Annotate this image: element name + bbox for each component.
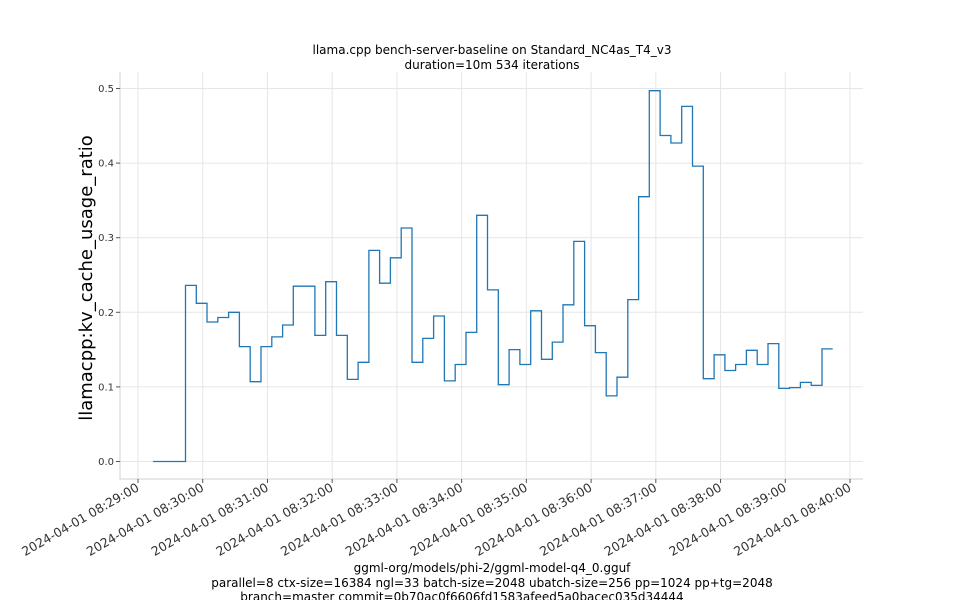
x-tick-label: 2024-04-01 08:31:00	[148, 480, 271, 559]
y-axis: 0.0 0.1 0.2 0.3 0.4 0.5	[98, 84, 120, 468]
x-tick-label: 2024-04-01 08:30:00	[84, 480, 207, 559]
x-tick-label: 2024-04-01 08:34:00	[343, 480, 466, 559]
x-tick-label: 2024-04-01 08:36:00	[472, 480, 595, 559]
x-tick-label: 2024-04-01 08:40:00	[731, 480, 854, 559]
x-tick-label: 2024-04-01 08:33:00	[278, 480, 401, 559]
x-tick-label: 2024-04-01 08:29:00	[19, 480, 142, 559]
y-tick-label: 0.4	[98, 159, 114, 170]
chart-title: llama.cpp bench-server-baseline on Stand…	[313, 43, 672, 57]
y-tick-label: 0.5	[98, 84, 114, 95]
y-tick-label: 0.3	[98, 233, 114, 244]
y-axis-label: llamacpp:kv_cache_usage_ratio	[76, 135, 97, 421]
chart-subtitle: duration=10m 534 iterations	[405, 58, 580, 72]
footer-model: ggml-org/models/phi-2/ggml-model-q4_0.gg…	[354, 561, 632, 575]
grid	[120, 72, 863, 479]
x-tick-label: 2024-04-01 08:37:00	[537, 480, 660, 559]
x-tick-label: 2024-04-01 08:35:00	[407, 480, 530, 559]
series-line-kv-cache-usage	[153, 90, 833, 463]
x-tick-label: 2024-04-01 08:32:00	[213, 480, 336, 559]
y-tick-label: 0.2	[98, 308, 114, 319]
footer-branch: branch=master commit=0b70ac0f6606fd1583a…	[240, 590, 683, 600]
y-tick-label: 0.1	[98, 382, 114, 393]
x-tick-label: 2024-04-01 08:38:00	[602, 480, 725, 559]
plot-frame	[119, 72, 863, 480]
footer-params: parallel=8 ctx-size=16384 ngl=33 batch-s…	[211, 576, 772, 590]
x-tick-label: 2024-04-01 08:39:00	[666, 480, 789, 559]
series-group	[153, 90, 833, 463]
y-tick-label: 0.0	[98, 457, 114, 468]
